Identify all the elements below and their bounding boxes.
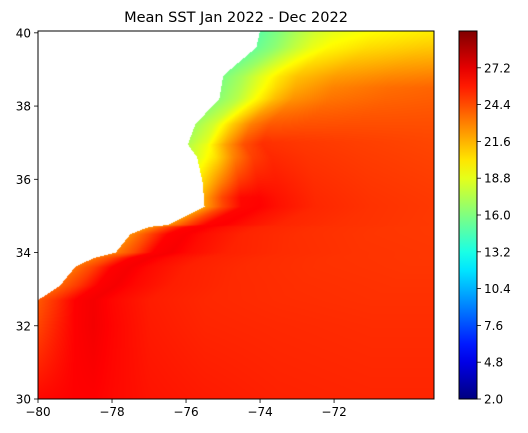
colorbar-tick-label: 24.4: [484, 98, 511, 112]
colorbar-tick-label: 4.8: [484, 356, 503, 370]
colorbar-tick-label: 16.0: [484, 209, 511, 223]
colorbar-tick-label: 21.6: [484, 135, 511, 149]
colorbar-gradient: [459, 31, 477, 399]
sst-heatmap: [38, 31, 434, 399]
colorbar-tick-label: 18.8: [484, 172, 511, 186]
x-tick-label: −80: [25, 405, 50, 419]
colorbar-tick-label: 10.4: [484, 282, 511, 296]
plot-frame: [37, 30, 435, 400]
x-tick-label: −72: [321, 405, 346, 419]
plot-area: −80 −78 −76 −74 −72 30 32 34 36 38 40: [16, 26, 435, 419]
y-tick-label: 34: [16, 246, 31, 260]
x-tick-label: −78: [99, 405, 124, 419]
y-tick-label: 32: [16, 319, 31, 333]
x-axis: −80 −78 −76 −74 −72: [25, 399, 347, 419]
colorbar: 2.0 4.8 7.6 10.4 13.2 16.0 18.8 21.6 24.4 27.2: [458, 30, 511, 407]
y-tick-label: 40: [16, 26, 31, 40]
y-tick-label: 30: [16, 393, 31, 407]
y-axis: 30 32 34 36 38 40: [16, 26, 38, 407]
x-tick-label: −74: [247, 405, 272, 419]
colorbar-ticks: 2.0 4.8 7.6 10.4 13.2 16.0 18.8 21.6 24.4 27.2: [477, 61, 511, 407]
x-tick-label: −76: [173, 405, 198, 419]
colorbar-tick-label: 13.2: [484, 245, 511, 259]
sst-field-image: [38, 31, 434, 399]
y-tick-label: 38: [16, 100, 31, 114]
chart-title: Mean SST Jan 2022 - Dec 2022: [124, 10, 348, 26]
y-tick-label: 36: [16, 173, 31, 187]
colorbar-tick-label: 27.2: [484, 61, 511, 75]
colorbar-tick-label: 7.6: [484, 319, 503, 333]
colorbar-tick-label: 2.0: [484, 393, 503, 407]
